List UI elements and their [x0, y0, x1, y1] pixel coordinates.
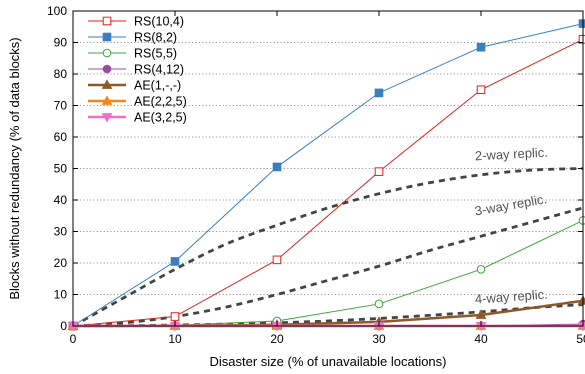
data-point — [101, 113, 113, 123]
data-point — [476, 85, 486, 95]
replication-curve — [72, 206, 584, 328]
x-tick-label: 0 — [70, 332, 77, 346]
replication-curves — [72, 167, 584, 328]
legend-entry-label: RS(10,4) — [134, 15, 184, 29]
data-point — [578, 216, 585, 225]
replication-label: 3-way replic. — [474, 191, 548, 218]
y-tick-label: 80 — [54, 67, 68, 81]
legend-entry-label: RS(4,12) — [134, 63, 184, 77]
data-point — [374, 299, 384, 309]
y-axis-label: Blocks without redundancy (% of data blo… — [7, 37, 22, 299]
replication-curve — [72, 303, 584, 328]
y-tick-label: 50 — [54, 162, 68, 176]
y-tick-label: 100 — [47, 4, 67, 18]
y-tick-label: 90 — [54, 36, 68, 50]
replication-curve — [72, 167, 584, 328]
data-point — [578, 19, 585, 28]
replication-label: 4-way replic. — [474, 287, 548, 307]
data-point — [170, 257, 180, 266]
data-point — [102, 16, 112, 26]
data-point — [374, 88, 384, 98]
x-tick-label: 10 — [168, 332, 182, 346]
data-point — [101, 79, 113, 89]
replication-label: 2-way replic. — [475, 145, 549, 164]
legend-entry-label: RS(5,5) — [134, 47, 177, 61]
data-point — [102, 32, 112, 42]
legend: RS(10,4) RS(8,2) RS(5,5) RS(4,12) AE(1,-,-) A… — [88, 15, 187, 125]
x-tick-label: 50 — [576, 332, 585, 346]
x-tick-label: 40 — [474, 332, 488, 346]
y-tick-label: 40 — [54, 193, 68, 207]
y-tick-label: 20 — [54, 256, 68, 270]
series-rs-5-5 — [68, 216, 585, 331]
data-point — [476, 42, 486, 52]
data-point — [102, 48, 112, 58]
y-tick-label: 10 — [54, 288, 68, 302]
series-line — [72, 299, 584, 328]
y-tick-label: 60 — [54, 130, 68, 144]
y-tick-label: 0 — [60, 319, 67, 333]
data-point — [170, 312, 180, 321]
legend-entry-label: AE(1,-,-) — [134, 79, 181, 93]
grid — [73, 42, 583, 295]
series-line — [72, 23, 584, 327]
data-point — [272, 255, 282, 265]
data-point — [475, 309, 487, 319]
axes: 0 10 20 30 40 50 60 70 80 90 100 0 10 20 30 40 50 — [47, 4, 585, 346]
y-tick-label: 70 — [54, 99, 68, 113]
data-point — [374, 167, 384, 176]
x-tick-label: 30 — [372, 332, 386, 346]
data-point — [476, 265, 486, 274]
x-axis-label: Disaster size (% of unavailable location… — [210, 354, 447, 369]
data-point — [272, 162, 282, 172]
series-line — [72, 38, 584, 327]
legend-entry-label: AE(3,2,5) — [134, 111, 187, 125]
y-tick-label: 30 — [54, 225, 68, 239]
legend-entry-label: RS(8,2) — [134, 31, 177, 45]
legend-entry-label: AE(2,2,5) — [134, 95, 187, 109]
data-point — [102, 64, 112, 74]
x-tick-label: 20 — [270, 332, 284, 346]
data-point — [101, 95, 113, 105]
